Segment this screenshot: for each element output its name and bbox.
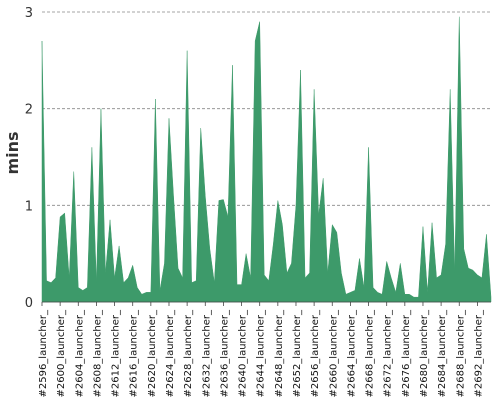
x-tick-label: #2596_launcher_: [38, 309, 49, 398]
x-tick-label: #2612_launcher_: [111, 309, 122, 398]
grid-lines: [42, 11, 491, 206]
x-tick-label: #2692_launcher_: [473, 309, 484, 398]
x-tick-label: #2668_launcher_: [365, 309, 376, 398]
area-series: [41, 16, 492, 303]
x-tick-label: #2648_launcher_: [274, 309, 285, 398]
x-tick-label: #2636_launcher_: [219, 309, 230, 398]
x-tick-label: #2680_launcher_: [419, 309, 430, 398]
x-tick-label: #2656_launcher_: [310, 309, 321, 398]
x-tick-label: #2652_launcher_: [292, 309, 303, 398]
x-tick-label: #2664_launcher_: [346, 309, 357, 398]
x-tick-label: #2672_launcher_: [383, 309, 394, 398]
x-tick-label: #2600_launcher_: [56, 309, 67, 398]
x-tick-label: #2628_launcher_: [183, 309, 194, 398]
x-tick-label: #2684_launcher_: [437, 309, 448, 398]
x-tick-label: #2644_launcher_: [256, 309, 267, 398]
x-tick-label: #2608_launcher_: [92, 309, 103, 398]
y-tick-label: 3: [25, 6, 33, 21]
x-axis: #2596_launcher_ #2600_launcher_ #2604_laun…: [38, 301, 491, 398]
x-tick-label: #2688_launcher_: [455, 309, 466, 398]
x-tick-label: #2616_launcher_: [129, 309, 140, 398]
x-tick-label: #2660_launcher_: [328, 309, 339, 398]
y-tick-label: 0: [25, 296, 33, 311]
y-tick-label: 1: [25, 199, 33, 214]
y-axis-title: mins: [3, 131, 22, 174]
x-tick-label: #2632_launcher_: [201, 309, 212, 398]
y-tick-label: 2: [25, 103, 33, 118]
x-tick-label: #2624_launcher_: [165, 309, 176, 398]
area-series-fill: [41, 16, 492, 303]
x-tick-label: #2620_launcher_: [147, 309, 158, 398]
y-axis: 0 1 2 3: [25, 6, 33, 311]
x-tick-label: #2640_launcher_: [238, 309, 249, 398]
x-tick-label: #2604_launcher_: [74, 309, 85, 398]
x-tick-label: #2676_launcher_: [401, 309, 412, 398]
